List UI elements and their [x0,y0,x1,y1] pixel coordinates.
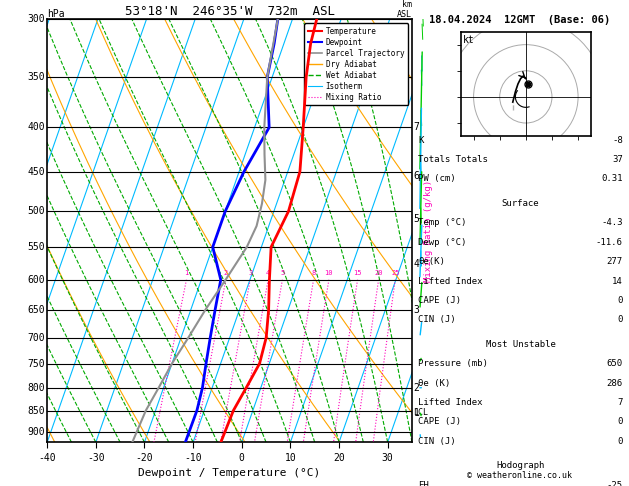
Text: 0: 0 [617,417,623,427]
Text: 277: 277 [606,257,623,266]
Text: Mixing Ratio (g/kg): Mixing Ratio (g/kg) [424,180,433,282]
Text: 4: 4 [266,270,270,276]
Text: kt: kt [463,35,475,45]
Text: 14: 14 [612,277,623,286]
Text: CIN (J): CIN (J) [418,315,456,325]
Text: 5: 5 [413,214,420,224]
Text: 1: 1 [184,270,189,276]
Text: 650: 650 [606,359,623,368]
Text: EH: EH [418,481,429,486]
Text: Most Unstable: Most Unstable [486,340,555,349]
Text: 286: 286 [606,379,623,388]
Text: 1: 1 [413,408,420,418]
Text: -11.6: -11.6 [596,238,623,247]
Text: -25: -25 [606,481,623,486]
Text: 850: 850 [27,405,45,416]
Text: -4.3: -4.3 [601,218,623,227]
Legend: Temperature, Dewpoint, Parcel Trajectory, Dry Adiabat, Wet Adiabat, Isotherm, Mi: Temperature, Dewpoint, Parcel Trajectory… [304,23,408,105]
Text: θe(K): θe(K) [418,257,445,266]
Text: 6: 6 [413,171,420,181]
Text: 450: 450 [27,167,45,177]
Text: 800: 800 [27,383,45,393]
Text: CAPE (J): CAPE (J) [418,296,461,305]
Text: 37: 37 [612,155,623,164]
Text: Lifted Index: Lifted Index [418,277,483,286]
Text: 0.31: 0.31 [601,174,623,184]
Text: 18.04.2024  12GMT  (Base: 06): 18.04.2024 12GMT (Base: 06) [429,15,610,25]
Text: 500: 500 [27,206,45,216]
Text: 750: 750 [27,359,45,368]
Text: 0: 0 [617,437,623,446]
Text: -8: -8 [612,136,623,145]
Text: Surface: Surface [502,199,539,208]
Text: Totals Totals: Totals Totals [418,155,488,164]
Text: 5: 5 [281,270,284,276]
Text: LCL: LCL [413,408,428,417]
Title: 53°18'N  246°35'W  732m  ASL: 53°18'N 246°35'W 732m ASL [125,5,335,18]
Text: Dewp (°C): Dewp (°C) [418,238,467,247]
Text: 0: 0 [617,315,623,325]
Text: 700: 700 [27,332,45,343]
Text: 350: 350 [27,72,45,82]
Text: 7: 7 [413,122,420,133]
Text: CIN (J): CIN (J) [418,437,456,446]
Text: K: K [418,136,424,145]
Text: 600: 600 [27,275,45,285]
Text: 2: 2 [224,270,228,276]
Text: 0: 0 [617,296,623,305]
Text: Lifted Index: Lifted Index [418,398,483,407]
Text: km
ASL: km ASL [397,0,412,19]
Text: 15: 15 [353,270,362,276]
Text: PW (cm): PW (cm) [418,174,456,184]
Text: 3: 3 [413,305,420,315]
Text: 8: 8 [311,270,316,276]
Text: Pressure (mb): Pressure (mb) [418,359,488,368]
Text: 300: 300 [27,15,45,24]
Text: hPa: hPa [47,9,65,19]
Text: Temp (°C): Temp (°C) [418,218,467,227]
Text: 650: 650 [27,305,45,315]
Text: 20: 20 [374,270,383,276]
Text: 10: 10 [325,270,333,276]
Text: 400: 400 [27,122,45,133]
Text: θe (K): θe (K) [418,379,450,388]
X-axis label: Dewpoint / Temperature (°C): Dewpoint / Temperature (°C) [138,468,321,478]
Text: CAPE (J): CAPE (J) [418,417,461,427]
Text: 900: 900 [27,427,45,437]
Text: 4: 4 [413,259,420,269]
Text: 7: 7 [617,398,623,407]
Text: 3: 3 [248,270,252,276]
Text: © weatheronline.co.uk: © weatheronline.co.uk [467,471,572,480]
Text: 550: 550 [27,242,45,252]
Text: Hodograph: Hodograph [496,461,545,470]
Text: 2: 2 [413,383,420,393]
Text: 25: 25 [391,270,399,276]
